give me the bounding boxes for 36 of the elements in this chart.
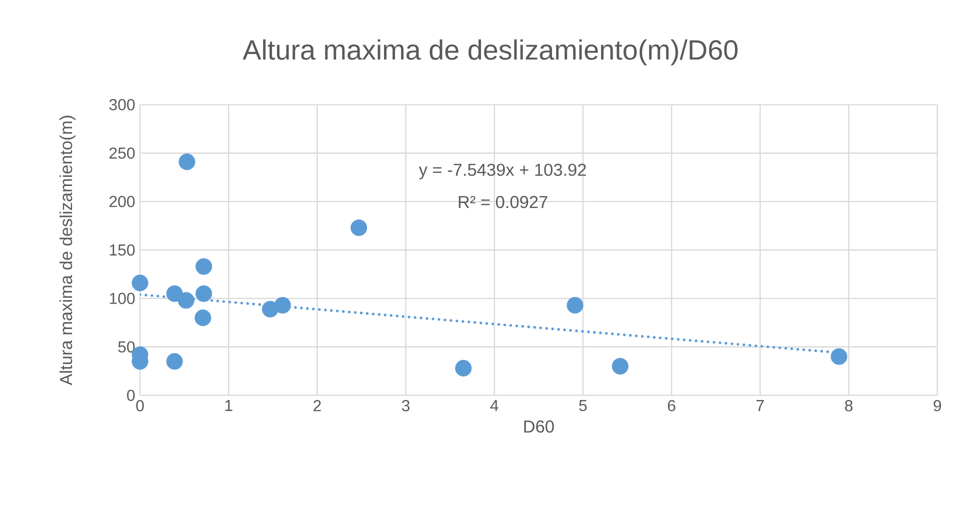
point (350, 219, 368, 236)
y-tick-label: 100 (110, 292, 135, 304)
point (612, 358, 628, 375)
x-axis-title: D60 (524, 420, 554, 433)
y-tick-label: 50 (118, 341, 135, 353)
y-tick-label: 0 (127, 390, 135, 401)
x-tick-label: 1 (225, 400, 232, 411)
y-tick-label: 150 (110, 244, 135, 256)
point (830, 348, 848, 365)
chart-title: Altura maxima de deslizamiento(m)/D60 (242, 39, 738, 66)
x-tick-label: 3 (402, 400, 410, 412)
point (166, 285, 183, 302)
x-tick-label: 2 (314, 400, 321, 412)
point (196, 285, 212, 302)
point (455, 360, 472, 376)
point (196, 258, 212, 275)
point (178, 292, 194, 309)
x-tick-label: 4 (490, 400, 498, 411)
point (566, 296, 584, 314)
point (132, 274, 148, 292)
annotation: R² = 0.0927 (458, 196, 548, 208)
x-tick-label: 5 (579, 400, 587, 412)
x-tick-label: 6 (668, 400, 676, 412)
x-tick-label: 8 (845, 400, 852, 412)
point (178, 154, 196, 170)
annotation: y = -7.5439x + 103.92 (418, 164, 586, 180)
y-tick-label: 250 (110, 147, 135, 159)
y-axis-title: Altura maxima de deslizamiento(m) (60, 116, 76, 386)
y-tick-label: 300 (109, 99, 135, 110)
point (274, 296, 291, 314)
x-tick-label: 9 (934, 400, 942, 412)
point (194, 310, 212, 326)
x-tick-label: 7 (756, 400, 764, 411)
y-tick-label: 200 (110, 196, 135, 208)
point (166, 353, 183, 370)
x-tick-label: 0 (136, 400, 144, 412)
